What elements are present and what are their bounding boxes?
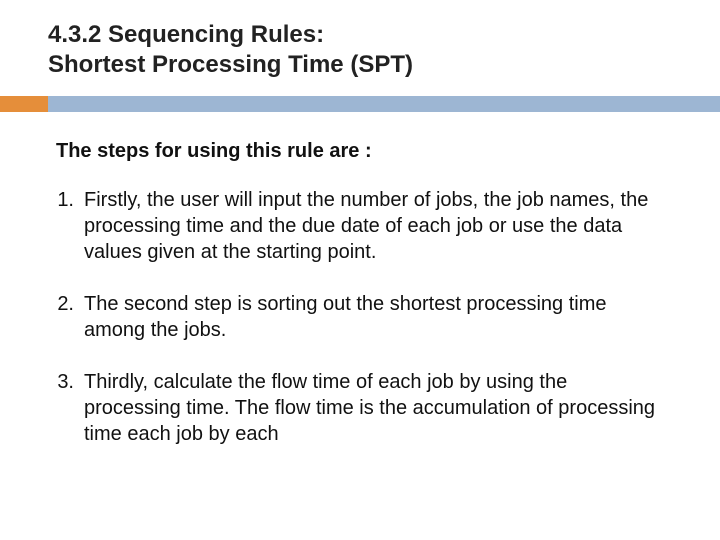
step-number: 2. bbox=[56, 291, 84, 343]
title-line-2: Shortest Processing Time (SPT) bbox=[48, 50, 720, 80]
step-number: 1. bbox=[56, 187, 84, 265]
content-area: The steps for using this rule are : 1. F… bbox=[0, 112, 720, 447]
title-line-1: 4.3.2 Sequencing Rules: bbox=[48, 20, 720, 50]
slide-title-block: 4.3.2 Sequencing Rules: Shortest Process… bbox=[0, 0, 720, 90]
step-text: The second step is sorting out the short… bbox=[84, 291, 664, 343]
accent-blue-segment bbox=[48, 96, 720, 112]
accent-orange-segment bbox=[0, 96, 48, 112]
step-item: 3. Thirdly, calculate the flow time of e… bbox=[56, 369, 664, 447]
intro-text: The steps for using this rule are : bbox=[56, 140, 664, 163]
step-text: Thirdly, calculate the flow time of each… bbox=[84, 369, 664, 447]
step-text: Firstly, the user will input the number … bbox=[84, 187, 664, 265]
steps-list: 1. Firstly, the user will input the numb… bbox=[56, 187, 664, 447]
step-item: 2. The second step is sorting out the sh… bbox=[56, 291, 664, 343]
accent-bar bbox=[0, 96, 720, 112]
step-item: 1. Firstly, the user will input the numb… bbox=[56, 187, 664, 265]
step-number: 3. bbox=[56, 369, 84, 447]
